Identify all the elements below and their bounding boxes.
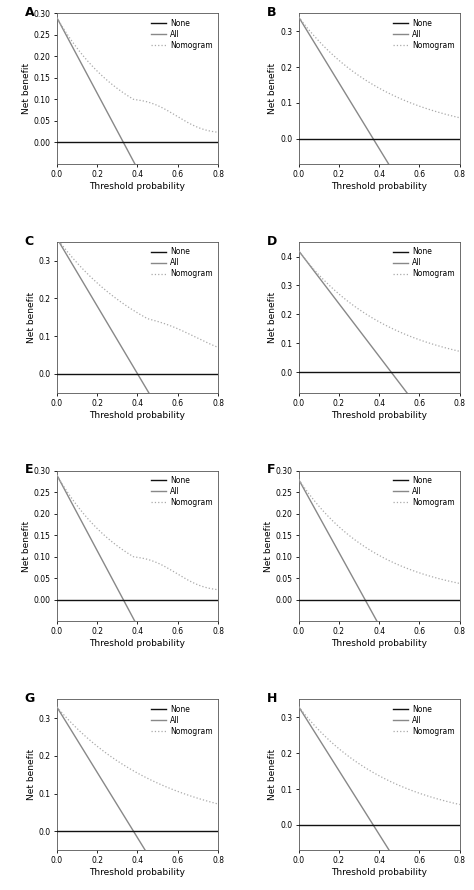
X-axis label: Threshold probability: Threshold probability: [331, 639, 427, 648]
Legend: None, All, Nomogram: None, All, Nomogram: [391, 17, 456, 51]
X-axis label: Threshold probability: Threshold probability: [331, 868, 427, 877]
Y-axis label: Net benefit: Net benefit: [268, 63, 277, 114]
Text: G: G: [25, 692, 35, 705]
Y-axis label: Net benefit: Net benefit: [22, 521, 31, 571]
Legend: None, All, Nomogram: None, All, Nomogram: [391, 703, 456, 737]
Text: F: F: [266, 464, 275, 476]
X-axis label: Threshold probability: Threshold probability: [90, 182, 185, 190]
Text: D: D: [266, 235, 277, 247]
Y-axis label: Net benefit: Net benefit: [27, 749, 36, 800]
X-axis label: Threshold probability: Threshold probability: [331, 410, 427, 419]
X-axis label: Threshold probability: Threshold probability: [90, 868, 185, 877]
X-axis label: Threshold probability: Threshold probability: [90, 639, 185, 648]
Y-axis label: Net benefit: Net benefit: [22, 63, 31, 114]
Text: H: H: [266, 692, 277, 705]
Legend: None, All, Nomogram: None, All, Nomogram: [149, 703, 214, 737]
Text: E: E: [25, 464, 33, 476]
Legend: None, All, Nomogram: None, All, Nomogram: [149, 474, 214, 508]
Y-axis label: Net benefit: Net benefit: [264, 521, 273, 571]
Legend: None, All, Nomogram: None, All, Nomogram: [149, 17, 214, 51]
Text: C: C: [25, 235, 34, 247]
Y-axis label: Net benefit: Net benefit: [268, 749, 277, 800]
X-axis label: Threshold probability: Threshold probability: [331, 182, 427, 190]
Text: B: B: [266, 6, 276, 19]
X-axis label: Threshold probability: Threshold probability: [90, 410, 185, 419]
Legend: None, All, Nomogram: None, All, Nomogram: [391, 474, 456, 508]
Y-axis label: Net benefit: Net benefit: [27, 292, 36, 343]
Text: A: A: [25, 6, 34, 19]
Legend: None, All, Nomogram: None, All, Nomogram: [391, 246, 456, 279]
Y-axis label: Net benefit: Net benefit: [268, 292, 277, 343]
Legend: None, All, Nomogram: None, All, Nomogram: [149, 246, 214, 279]
